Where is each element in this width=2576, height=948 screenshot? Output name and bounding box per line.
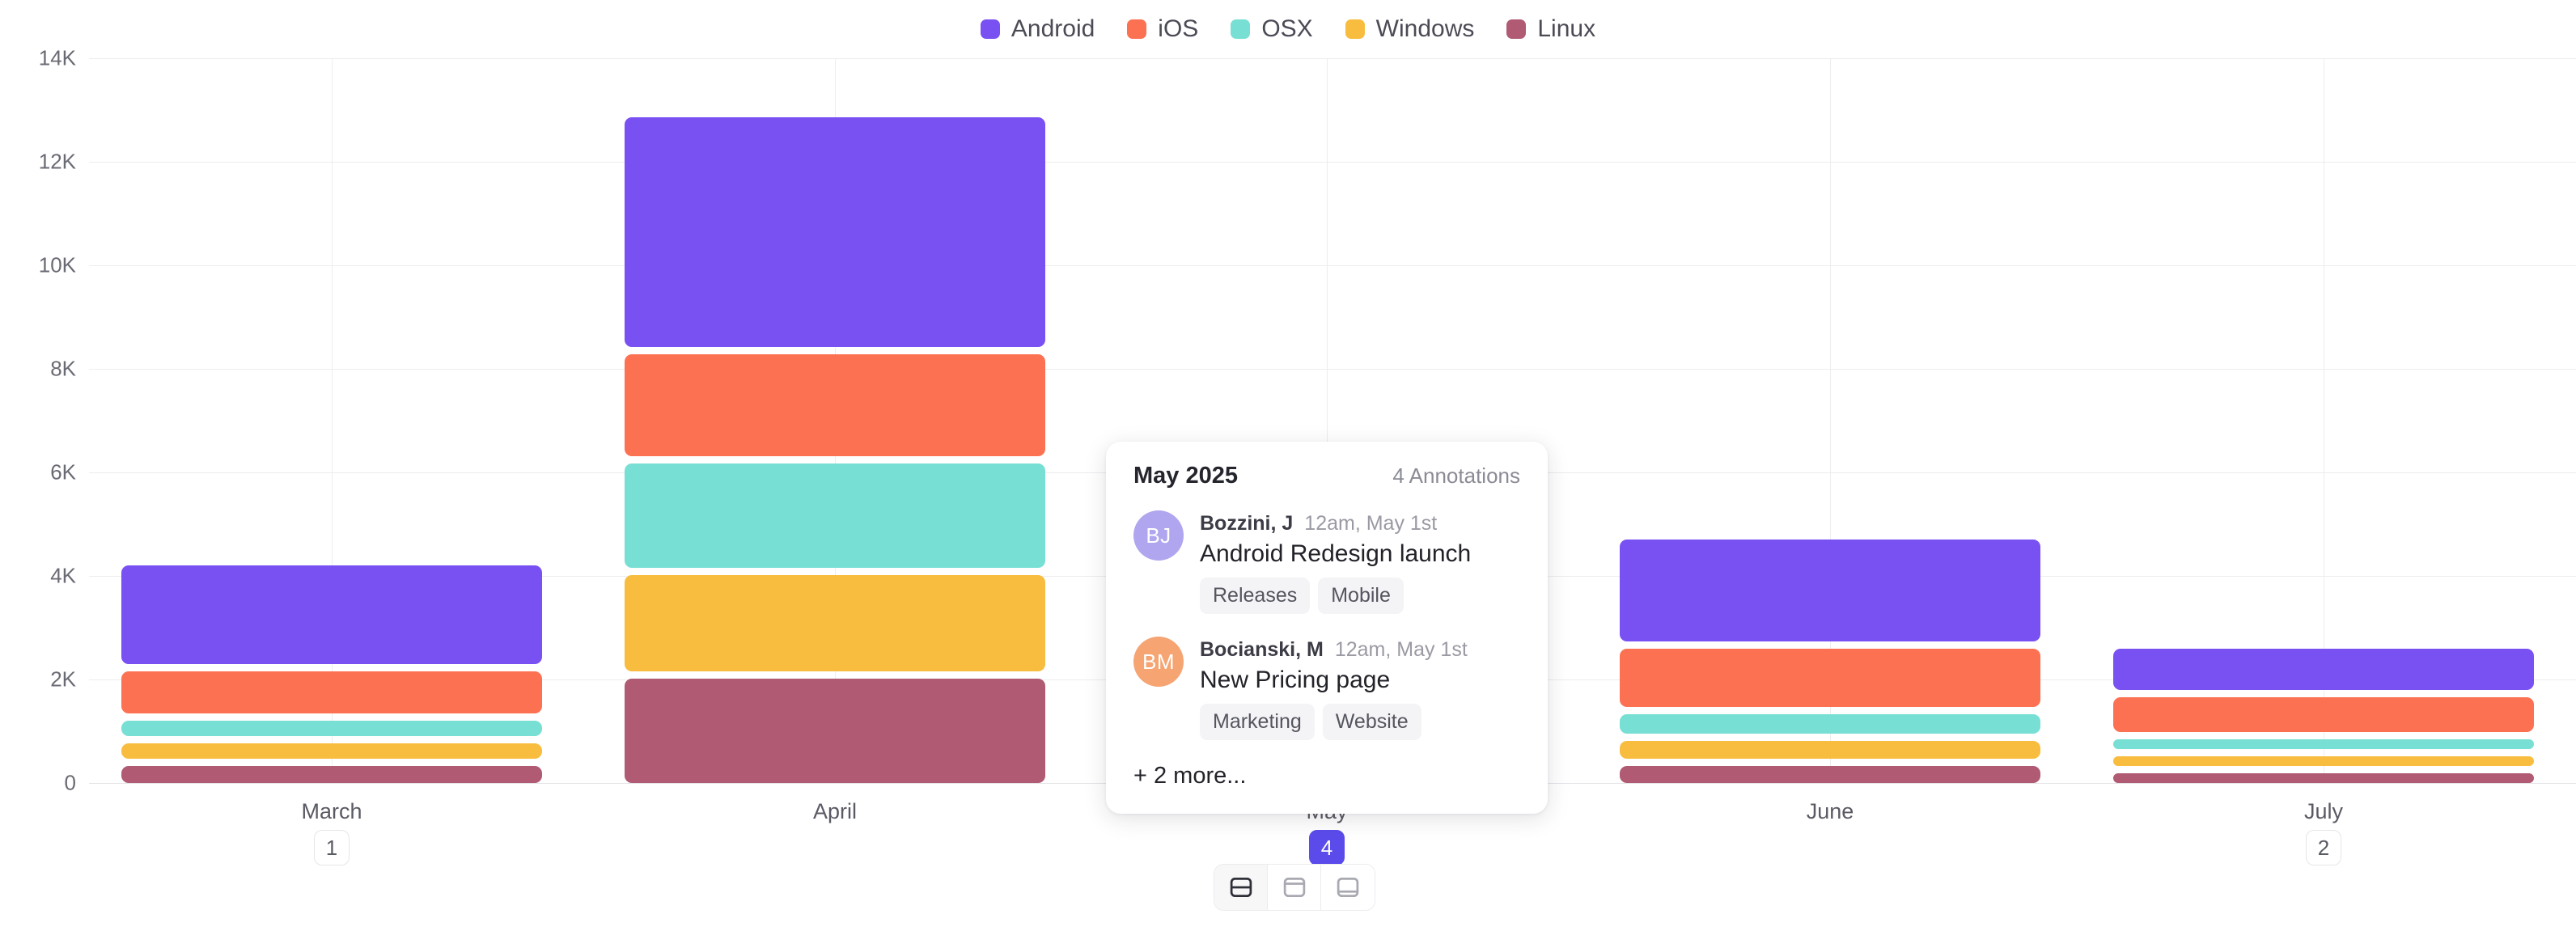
bar-stack-july[interactable] (2113, 58, 2534, 783)
bar-segment-osx[interactable] (2113, 739, 2534, 749)
chart-legend: Android iOS OSX Windows Linux (0, 0, 2576, 58)
bar-segment-ios[interactable] (121, 671, 542, 713)
x-axis-label-march: March (301, 799, 362, 823)
legend-swatch-icon (1345, 19, 1365, 39)
avatar: BJ (1133, 510, 1184, 561)
legend-item-android[interactable]: Android (980, 15, 1095, 42)
annotation-body: Bocianski, M 12am, May 1st New Pricing pag… (1200, 637, 1520, 740)
annotation-list: BJ Bozzini, J 12am, May 1st Android Redesig… (1133, 510, 1520, 740)
bar-segment-ios[interactable] (625, 354, 1045, 456)
gridline (89, 265, 2576, 266)
x-axis-separator (1830, 58, 1831, 783)
annotation-popover[interactable]: May 2025 4 Annotations BJ Bozzini, J 12am,… (1106, 442, 1548, 814)
bar-segment-linux[interactable] (2113, 772, 2534, 783)
popover-annotation-count: 4 Annotations (1392, 463, 1520, 488)
legend-swatch-icon (980, 19, 1000, 39)
gridline (89, 369, 2576, 370)
legend-item-osx[interactable]: OSX (1231, 15, 1313, 42)
x-axis-label-july: July (2303, 799, 2344, 823)
top-panel-layout-icon (1282, 875, 1307, 899)
x-axis-label-june: June (1806, 799, 1854, 823)
top-panel-layout-button[interactable] (1268, 865, 1321, 910)
bar-segment-windows[interactable] (2113, 755, 2534, 766)
bottom-panel-layout-icon (1336, 875, 1360, 899)
y-axis-tick-label: 12K (38, 149, 76, 174)
bar-segment-osx[interactable] (121, 720, 542, 736)
annotation-author: Bocianski, M (1200, 638, 1324, 661)
gridline (89, 162, 2576, 163)
annotation-author: Bozzini, J (1200, 512, 1294, 535)
annotation-timestamp: 12am, May 1st (1334, 638, 1468, 661)
y-axis-tick-label: 8K (50, 356, 76, 381)
tag-chip[interactable]: Marketing (1200, 704, 1315, 740)
bar-segment-linux[interactable] (625, 679, 1045, 783)
y-axis-tick-label: 14K (38, 45, 76, 70)
legend-item-linux[interactable]: Linux (1506, 17, 1595, 41)
bar-segment-windows[interactable] (1620, 741, 2040, 759)
y-axis-tick-label: 0 (64, 770, 76, 795)
annotation-tag-list: Marketing Website (1200, 704, 1520, 740)
legend-label: OSX (1261, 15, 1313, 42)
bar-segment-android[interactable] (1620, 539, 2040, 642)
gridline (89, 58, 2576, 59)
avatar: BM (1133, 637, 1184, 687)
annotation-title: Android Redesign launch (1200, 540, 1472, 567)
annotation-tag-list: Releases Mobile (1200, 578, 1520, 614)
popover-header: May 2025 4 Annotations (1133, 463, 1520, 489)
annotation-meta: Bozzini, J 12am, May 1st (1200, 512, 1520, 535)
layout-segmented-control[interactable] (1214, 864, 1375, 911)
bottom-panel-layout-button[interactable] (1321, 865, 1375, 910)
y-axis-tick-label: 10K (38, 252, 76, 277)
x-axis-separator (332, 58, 333, 783)
bar-stack-april[interactable] (625, 58, 1045, 783)
y-axis-tick-label: 6K (50, 459, 76, 485)
annotation-count-badge-march[interactable]: 1 (314, 830, 350, 865)
tag-chip[interactable]: Mobile (1318, 578, 1404, 614)
bar-segment-linux[interactable] (121, 765, 542, 783)
split-even-layout-button[interactable] (1214, 865, 1268, 910)
bar-stack-march[interactable] (121, 58, 542, 783)
bar-segment-windows[interactable] (121, 743, 542, 759)
legend-swatch-icon (1506, 19, 1527, 39)
popover-title: May 2025 (1133, 463, 1238, 489)
annotation-count-badge-may[interactable]: 4 (1309, 830, 1345, 865)
legend-label: Android (1010, 15, 1095, 42)
legend-item-ios[interactable]: iOS (1127, 17, 1198, 41)
bar-segment-android[interactable] (2113, 648, 2534, 691)
annotation-item[interactable]: BJ Bozzini, J 12am, May 1st Android Redesig… (1133, 510, 1520, 614)
bar-segment-osx[interactable] (625, 463, 1045, 569)
bar-segment-windows[interactable] (625, 575, 1045, 672)
bar-segment-linux[interactable] (1620, 765, 2040, 783)
bar-segment-android[interactable] (625, 117, 1045, 348)
x-axis-separator (1327, 58, 1328, 783)
annotation-timestamp: 12am, May 1st (1304, 512, 1438, 535)
x-axis-label-april: April (812, 799, 858, 823)
bar-segment-android[interactable] (121, 565, 542, 665)
annotation-item[interactable]: BM Bocianski, M 12am, May 1st New Pricing p… (1133, 637, 1520, 740)
y-axis-tick-label: 2K (50, 667, 76, 692)
legend-swatch-icon (1231, 19, 1251, 39)
split-even-layout-icon (1229, 875, 1253, 899)
annotation-count-badge-july[interactable]: 2 (2306, 830, 2341, 865)
legend-label: Linux (1537, 15, 1596, 42)
annotation-title: New Pricing page (1200, 667, 1391, 693)
legend-label: iOS (1158, 15, 1199, 42)
legend-item-windows[interactable]: Windows (1345, 15, 1475, 42)
tag-chip[interactable]: Releases (1200, 578, 1311, 614)
annotation-meta: Bocianski, M 12am, May 1st (1200, 638, 1520, 662)
tag-chip[interactable]: Website (1322, 704, 1421, 740)
bar-stack-june[interactable] (1620, 58, 2040, 783)
bar-segment-ios[interactable] (1620, 649, 2040, 707)
annotation-body: Bozzini, J 12am, May 1st Android Redesign … (1200, 510, 1520, 614)
legend-swatch-icon (1127, 19, 1147, 39)
show-more-link[interactable]: + 2 more... (1133, 763, 1247, 789)
bar-segment-osx[interactable] (1620, 713, 2040, 734)
legend-label: Windows (1375, 15, 1475, 42)
y-axis-tick-label: 4K (50, 563, 76, 588)
bar-segment-ios[interactable] (2113, 697, 2534, 732)
